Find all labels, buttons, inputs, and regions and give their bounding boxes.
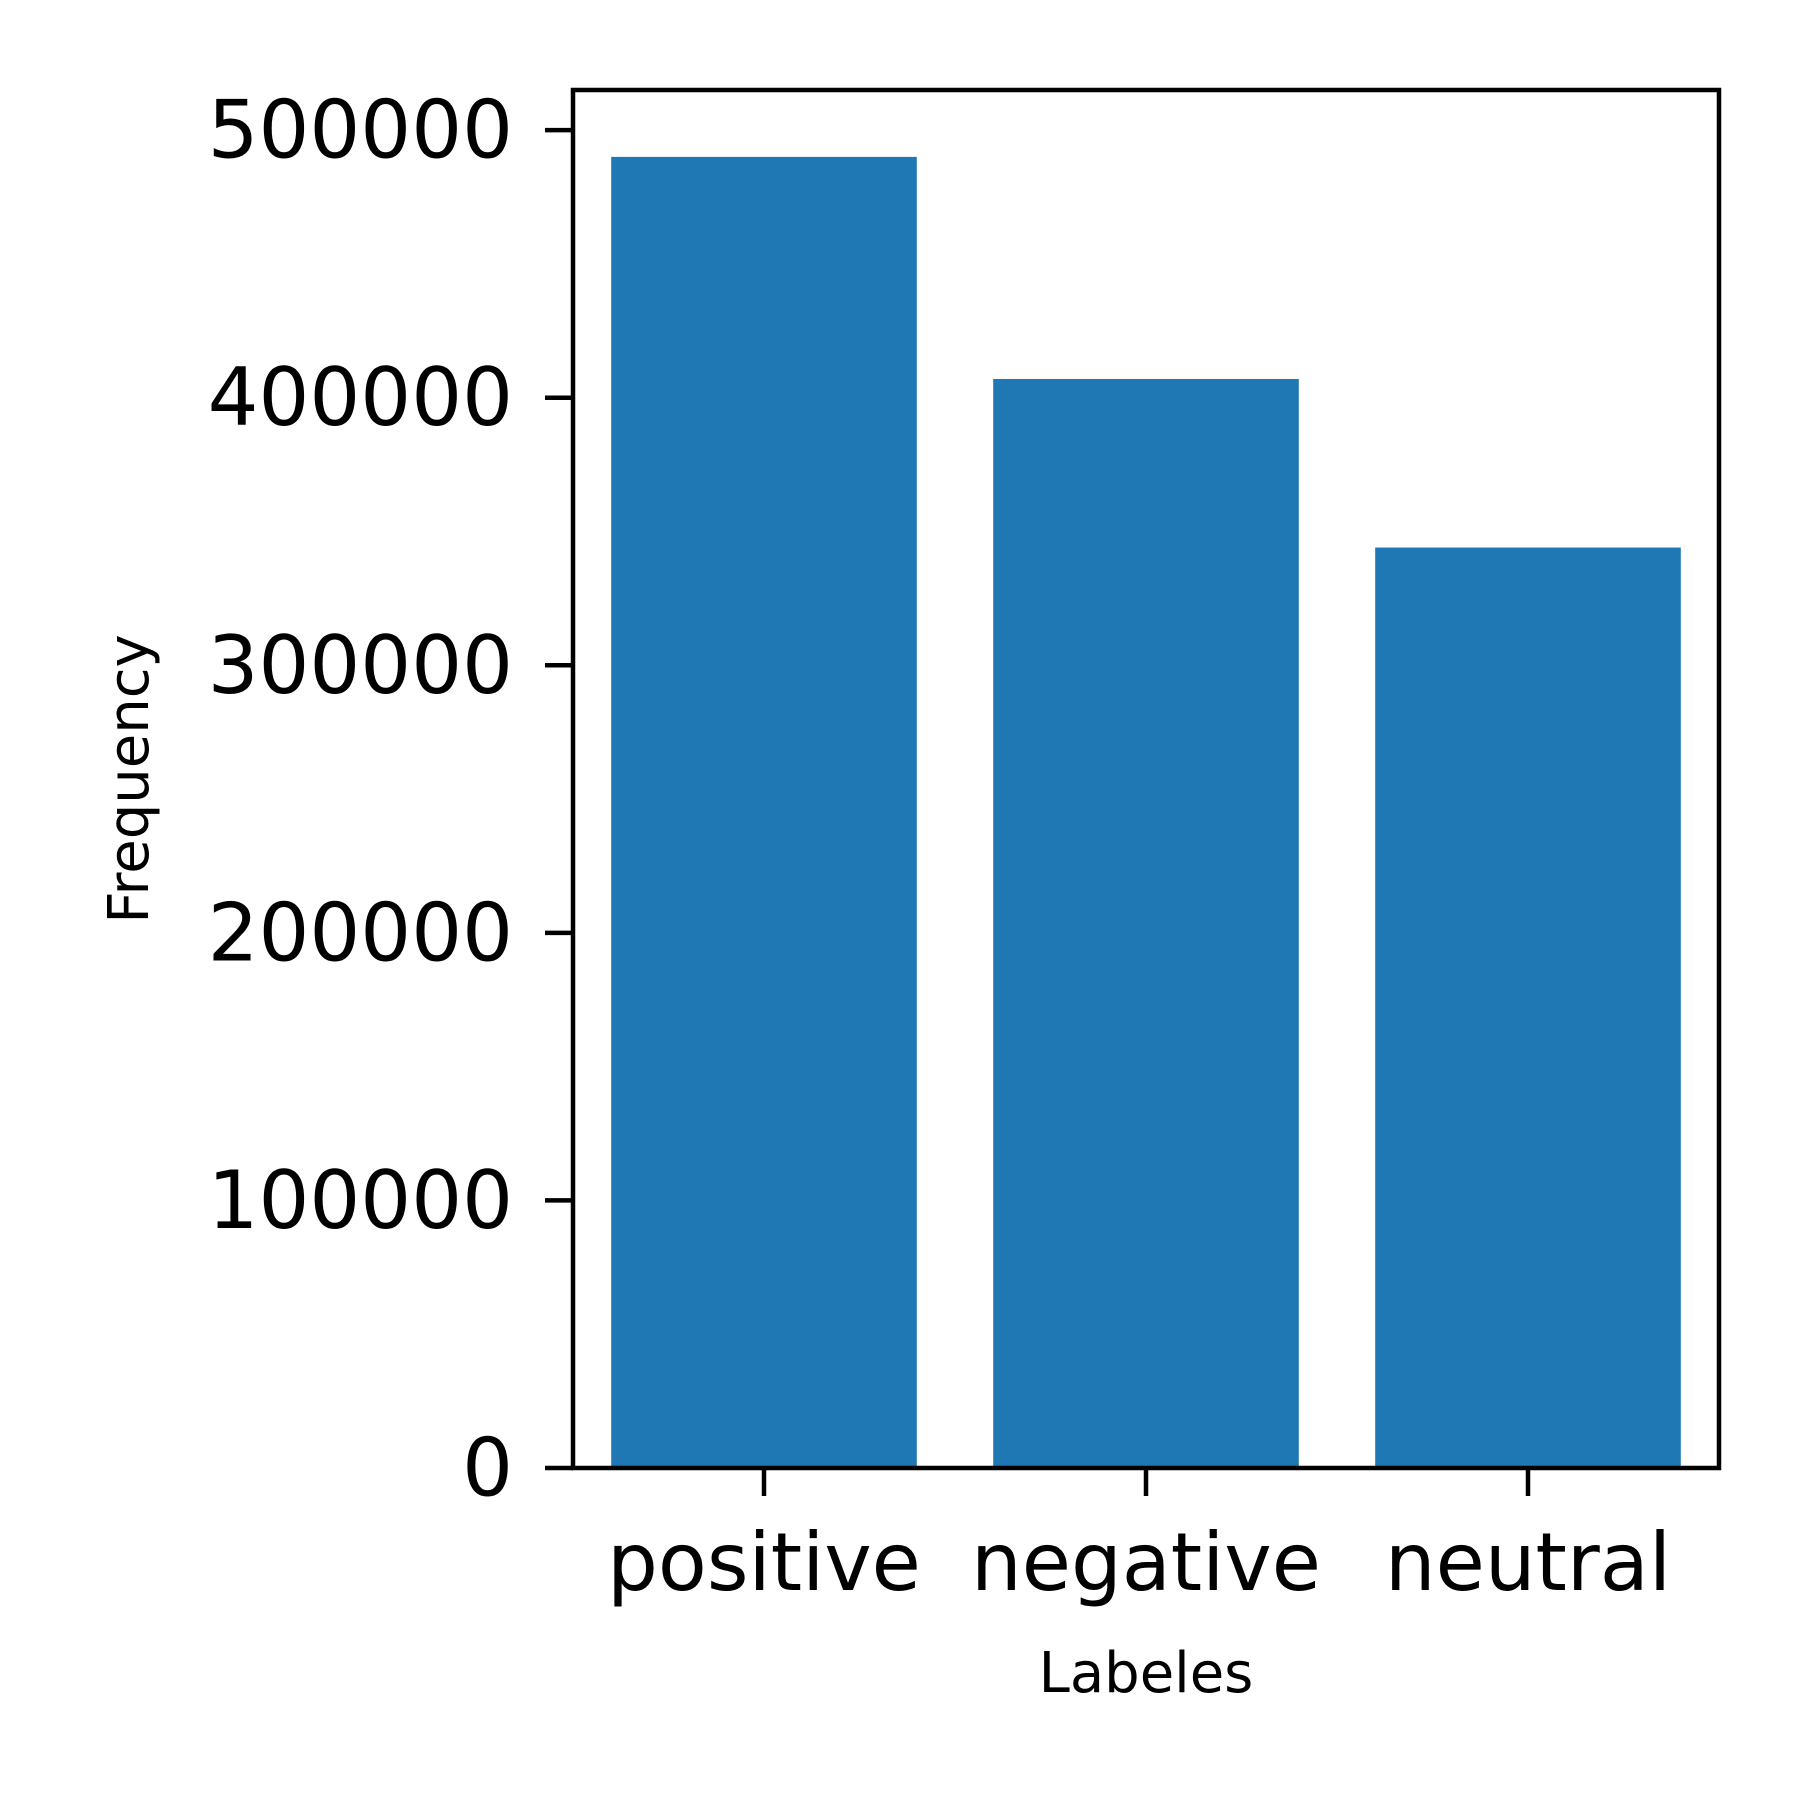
y-tick-label: 100000 <box>208 1154 513 1247</box>
x-axis: positive negative neutral <box>607 1468 1671 1609</box>
x-axis-label: Labeles <box>1039 1641 1254 1706</box>
bar-negative <box>993 378 1299 1468</box>
x-tick-label: negative <box>971 1516 1321 1609</box>
y-tick-label: 500000 <box>208 84 513 177</box>
bar-positive <box>611 156 917 1469</box>
y-tick-label: 300000 <box>208 619 513 712</box>
x-tick-label: neutral <box>1385 1516 1671 1609</box>
y-axis-label: Frequency <box>97 634 162 923</box>
y-tick-label: 400000 <box>208 351 513 444</box>
y-axis: 0 100000 200000 300000 400000 500000 <box>208 84 573 1515</box>
bar-neutral <box>1375 547 1681 1468</box>
y-tick-label: 0 <box>462 1422 513 1515</box>
y-tick-label: 200000 <box>208 886 513 979</box>
x-tick-label: positive <box>607 1516 921 1609</box>
bars-group <box>611 156 1681 1469</box>
